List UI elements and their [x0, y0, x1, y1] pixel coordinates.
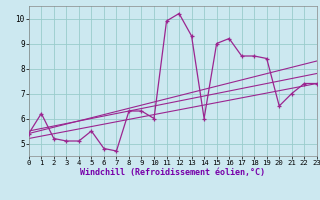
X-axis label: Windchill (Refroidissement éolien,°C): Windchill (Refroidissement éolien,°C): [80, 168, 265, 177]
